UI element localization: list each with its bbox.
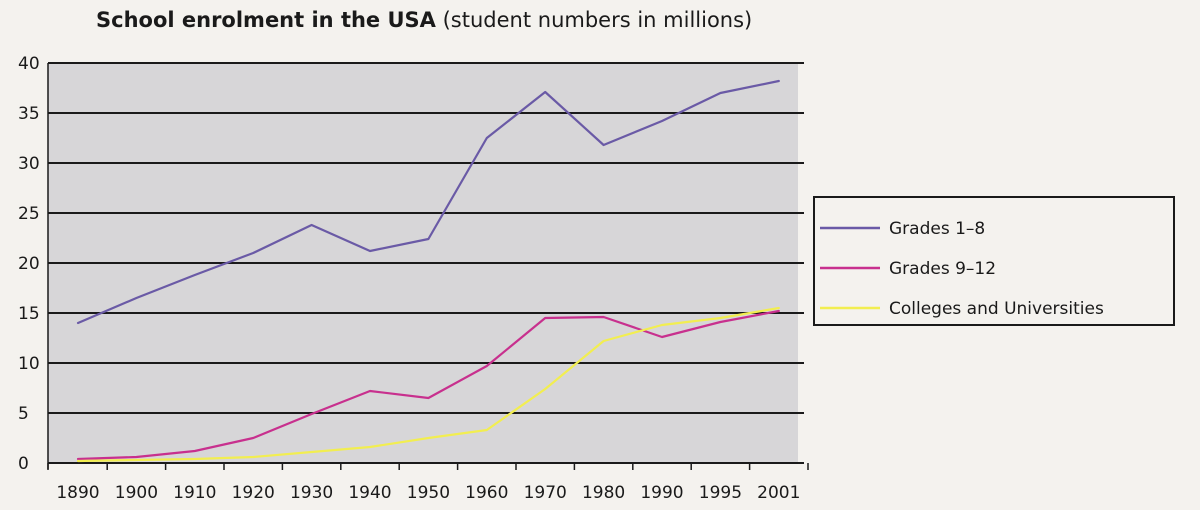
y-tick-label: 0 (18, 454, 29, 474)
x-tick-label: 1900 (115, 483, 158, 503)
chart-subtitle: (student numbers in millions) (442, 8, 753, 32)
legend-label-3: Colleges and Universities (889, 299, 1104, 319)
chart-title-main: School enrolment in the USA (96, 8, 436, 32)
x-tick-label: 1940 (348, 483, 391, 503)
chart-title: School enrolment in the USA (student num… (96, 8, 752, 32)
x-tick-label: 2001 (757, 483, 800, 503)
series-line-2 (76, 309, 780, 461)
x-tick-label: 1960 (465, 483, 508, 503)
y-tick-label: 15 (18, 304, 40, 324)
x-tick-label: 1890 (56, 483, 99, 503)
series-line-3 (76, 306, 780, 463)
y-tick-label: 10 (18, 354, 40, 374)
y-tick-label: 5 (18, 404, 29, 424)
x-tick-label: 1920 (232, 483, 275, 503)
y-tick-label: 25 (18, 204, 40, 224)
legend-box (813, 196, 1175, 326)
y-tick-label: 30 (18, 154, 40, 174)
x-tick-label: 1910 (173, 483, 216, 503)
x-tick-label: 1930 (290, 483, 333, 503)
y-tick-label: 35 (18, 104, 40, 124)
series-line-1 (76, 79, 780, 325)
y-tick-label: 20 (18, 254, 40, 274)
legend-label-1: Grades 1–8 (889, 219, 985, 239)
y-tick-label: 40 (18, 54, 40, 74)
x-tick-label: 1950 (407, 483, 450, 503)
x-tick-label: 1970 (524, 483, 567, 503)
x-tick-label: 1990 (640, 483, 683, 503)
x-tick-label: 1980 (582, 483, 625, 503)
x-tick-label: 1995 (699, 483, 742, 503)
legend-label-2: Grades 9–12 (889, 259, 996, 279)
